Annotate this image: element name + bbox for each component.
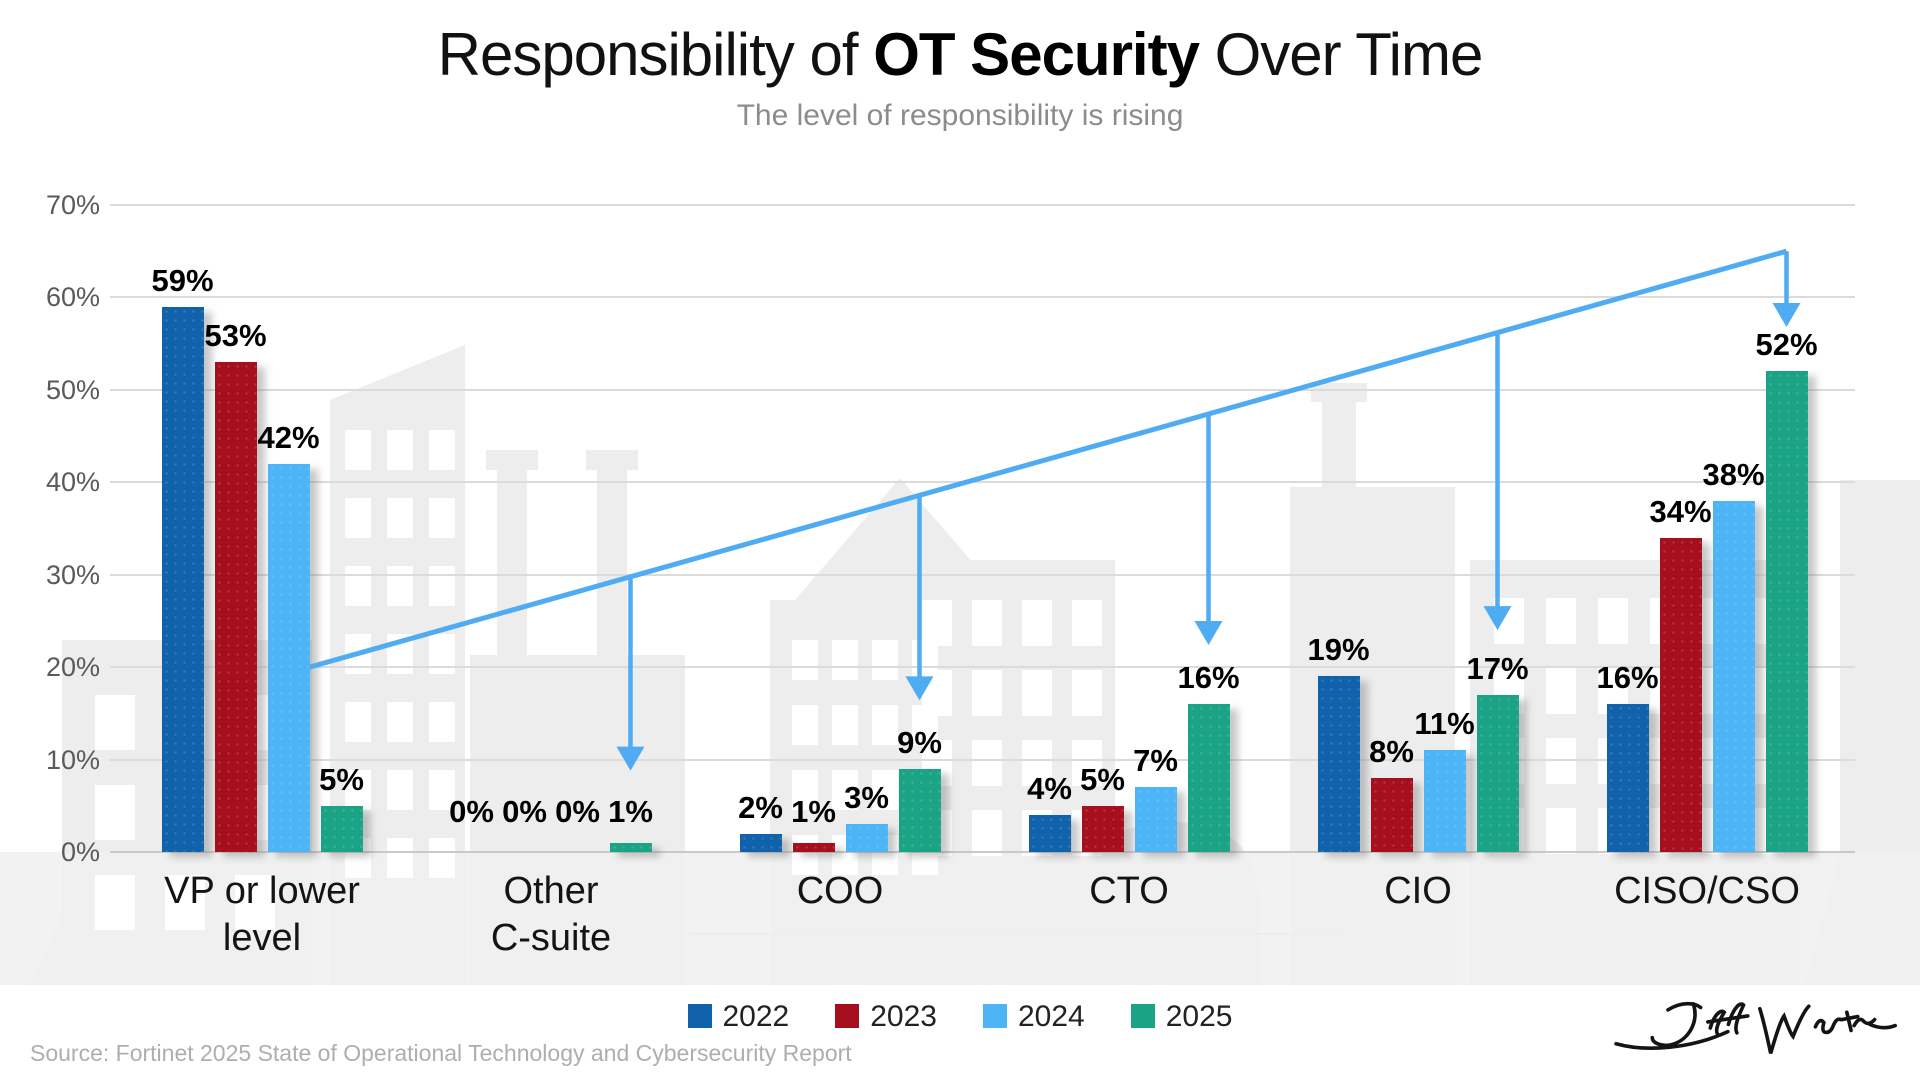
value-label-2025-vp-or-lower-level: 5% (319, 761, 364, 797)
legend-item-2023: 2023 (835, 1000, 937, 1034)
value-label-2025-cio: 17% (1466, 650, 1529, 686)
bar-2025-cio (1476, 694, 1519, 852)
value-label-2024-other-c-suite: 0% (555, 794, 600, 829)
bar-2023-ciso-cso (1659, 537, 1702, 852)
gridline-60% (110, 296, 1855, 299)
category-label-cto: CTO (1089, 870, 1169, 912)
value-label-2023-cio: 8% (1369, 734, 1414, 770)
category-label-coo: COO (796, 870, 884, 912)
bar-2025-other-c-suite (609, 842, 652, 852)
y-axis-tick-label: 20% (45, 652, 100, 683)
chart-subtitle: The level of responsibility is rising (736, 99, 1184, 132)
legend-swatch-2022 (687, 1004, 712, 1028)
value-label-2023-cto: 5% (1080, 761, 1125, 797)
value-label-2024-vp-or-lower-level: 42% (257, 419, 320, 455)
legend-swatch-2023 (835, 1004, 860, 1028)
header: Responsibility of OT Security Over Time … (0, 0, 1920, 133)
legend: 2022 2023 2024 2025 (0, 1000, 1920, 1034)
legend-swatch-2025 (1130, 1004, 1155, 1028)
bar-2025-cto (1187, 704, 1230, 852)
bar-2025-coo (898, 768, 941, 852)
value-label-2022-coo: 2% (738, 789, 783, 825)
bar-2024-cto (1134, 787, 1177, 852)
value-label-2023-coo: 1% (791, 794, 836, 829)
legend-label-2024: 2024 (1018, 1000, 1085, 1033)
value-label-2025-other-c-suite: 1% (608, 794, 653, 829)
value-label-2022-cio: 19% (1307, 632, 1370, 668)
bar-2022-ciso-cso (1606, 704, 1649, 852)
bar-2023-vp-or-lower-level (214, 362, 257, 852)
value-label-2022-vp-or-lower-level: 59% (151, 262, 214, 298)
value-label-2025-coo: 9% (897, 724, 942, 760)
legend-swatch-2024 (983, 1004, 1007, 1028)
legend-label-2023: 2023 (870, 1000, 937, 1033)
bar-2024-vp-or-lower-level (267, 463, 310, 852)
legend-label-2022: 2022 (722, 1000, 790, 1033)
signature-jeff-winter (1614, 1001, 1897, 1054)
source-note: Source: Fortinet 2025 State of Operation… (30, 1040, 852, 1066)
bar-2025-ciso-cso (1765, 371, 1808, 852)
value-label-2025-cto: 16% (1177, 660, 1240, 696)
value-label-2024-ciso-cso: 38% (1702, 456, 1765, 492)
title-bold: OT Security (873, 21, 1200, 88)
legend-item-2022: 2022 (687, 1000, 790, 1034)
y-axis-tick-label: 60% (45, 282, 100, 313)
title-regular-pre: Responsibility of (437, 21, 874, 88)
value-label-2023-ciso-cso: 34% (1649, 493, 1712, 529)
bar-2025-vp-or-lower-level (320, 805, 363, 852)
bar-2023-coo (792, 842, 835, 852)
category-label-cio: CIO (1384, 870, 1452, 912)
value-label-2024-cto: 7% (1133, 743, 1178, 779)
gridline-50% (110, 388, 1855, 391)
y-axis-tick-label: 0% (60, 837, 100, 867)
category-label-other-c-suite: Other C-suite (490, 870, 612, 959)
bar-2024-cio (1423, 750, 1466, 852)
bar-2023-cto (1081, 805, 1124, 852)
y-axis-tick-label: 30% (45, 559, 100, 590)
y-axis-tick-label: 70% (45, 190, 100, 220)
bar-2023-cio (1370, 778, 1413, 852)
gridline-10% (110, 758, 1855, 761)
legend-item-2024: 2024 (983, 1000, 1085, 1034)
gridline-40% (110, 481, 1855, 484)
gridline-20% (110, 666, 1855, 669)
gridline-0% (110, 851, 1855, 853)
value-label-2025-ciso-cso: 52% (1755, 327, 1818, 363)
value-label-2024-coo: 3% (844, 780, 889, 816)
gridline-70% (110, 204, 1855, 206)
y-axis-tick-label: 10% (45, 744, 100, 775)
bar-2024-ciso-cso (1712, 500, 1755, 852)
legend-label-2025: 2025 (1165, 1000, 1233, 1033)
y-axis-tick-label: 50% (45, 374, 100, 405)
value-label-2022-other-c-suite: 0% (449, 794, 494, 829)
page-title: Responsibility of OT Security Over Time (0, 20, 1920, 89)
title-regular-post: Over Time (1198, 21, 1484, 88)
gridline-30% (110, 573, 1855, 576)
bar-2022-vp-or-lower-level (161, 306, 204, 852)
value-label-2024-cio: 11% (1414, 706, 1475, 742)
category-label-ciso-cso: CISO/CSO (1614, 870, 1800, 912)
bar-2022-cio (1317, 676, 1360, 852)
value-label-2022-ciso-cso: 16% (1596, 660, 1659, 696)
bar-2022-cto (1028, 815, 1071, 852)
y-axis-tick-label: 40% (45, 467, 100, 498)
value-label-2023-vp-or-lower-level: 53% (204, 318, 267, 354)
bar-2022-coo (739, 833, 782, 852)
value-label-2023-other-c-suite: 0% (502, 794, 547, 829)
legend-item-2025: 2025 (1130, 1000, 1233, 1034)
value-label-2022-cto: 4% (1027, 771, 1072, 807)
category-label-vp-or-lower-level: VP or lower level (164, 870, 360, 959)
bar-2024-coo (845, 824, 888, 852)
